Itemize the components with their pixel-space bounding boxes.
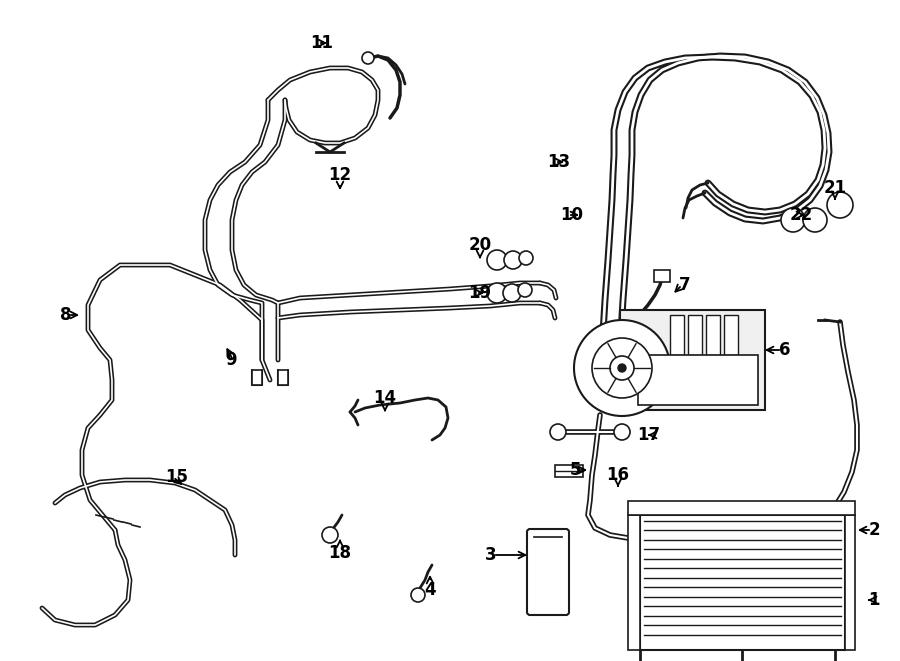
Text: 6: 6 xyxy=(778,341,790,359)
Bar xyxy=(706,315,720,355)
Bar xyxy=(252,370,262,385)
Circle shape xyxy=(574,320,670,416)
Circle shape xyxy=(518,283,532,297)
Circle shape xyxy=(803,208,827,232)
Bar xyxy=(278,370,288,385)
Bar xyxy=(724,315,738,355)
Text: 11: 11 xyxy=(310,34,333,52)
Text: 17: 17 xyxy=(637,426,660,444)
Text: 8: 8 xyxy=(60,306,71,324)
Text: 4: 4 xyxy=(424,581,436,599)
Text: 9: 9 xyxy=(225,351,237,369)
Text: 20: 20 xyxy=(468,236,491,254)
Text: 18: 18 xyxy=(328,544,352,562)
Text: 14: 14 xyxy=(374,389,397,407)
Text: 19: 19 xyxy=(468,284,491,302)
Circle shape xyxy=(781,208,805,232)
Bar xyxy=(654,270,670,282)
Circle shape xyxy=(592,338,652,398)
Circle shape xyxy=(322,527,338,543)
Circle shape xyxy=(504,251,522,269)
Circle shape xyxy=(411,588,425,602)
Text: 1: 1 xyxy=(868,591,880,609)
Text: 16: 16 xyxy=(607,466,629,484)
Circle shape xyxy=(550,424,566,440)
Text: 22: 22 xyxy=(790,206,814,224)
Text: 3: 3 xyxy=(485,546,497,564)
Circle shape xyxy=(827,192,853,218)
Circle shape xyxy=(610,356,634,380)
Text: 2: 2 xyxy=(868,521,880,539)
Bar xyxy=(845,515,855,650)
Bar xyxy=(688,315,702,355)
Text: 7: 7 xyxy=(679,276,690,294)
Circle shape xyxy=(487,283,507,303)
Circle shape xyxy=(618,364,626,372)
Text: 12: 12 xyxy=(328,166,352,184)
Text: 21: 21 xyxy=(824,179,847,197)
Bar xyxy=(555,465,583,477)
FancyBboxPatch shape xyxy=(527,529,569,615)
Circle shape xyxy=(487,250,507,270)
Text: 10: 10 xyxy=(560,206,583,224)
Bar xyxy=(628,501,855,515)
Circle shape xyxy=(503,284,521,302)
Bar xyxy=(620,310,765,410)
Bar xyxy=(670,315,684,355)
Text: 13: 13 xyxy=(547,153,570,171)
Circle shape xyxy=(519,251,533,265)
Circle shape xyxy=(614,424,630,440)
Circle shape xyxy=(362,52,374,64)
Bar xyxy=(628,515,640,650)
Text: 15: 15 xyxy=(165,468,188,486)
Bar xyxy=(640,515,845,650)
Bar xyxy=(638,355,758,405)
Text: 5: 5 xyxy=(570,461,581,479)
